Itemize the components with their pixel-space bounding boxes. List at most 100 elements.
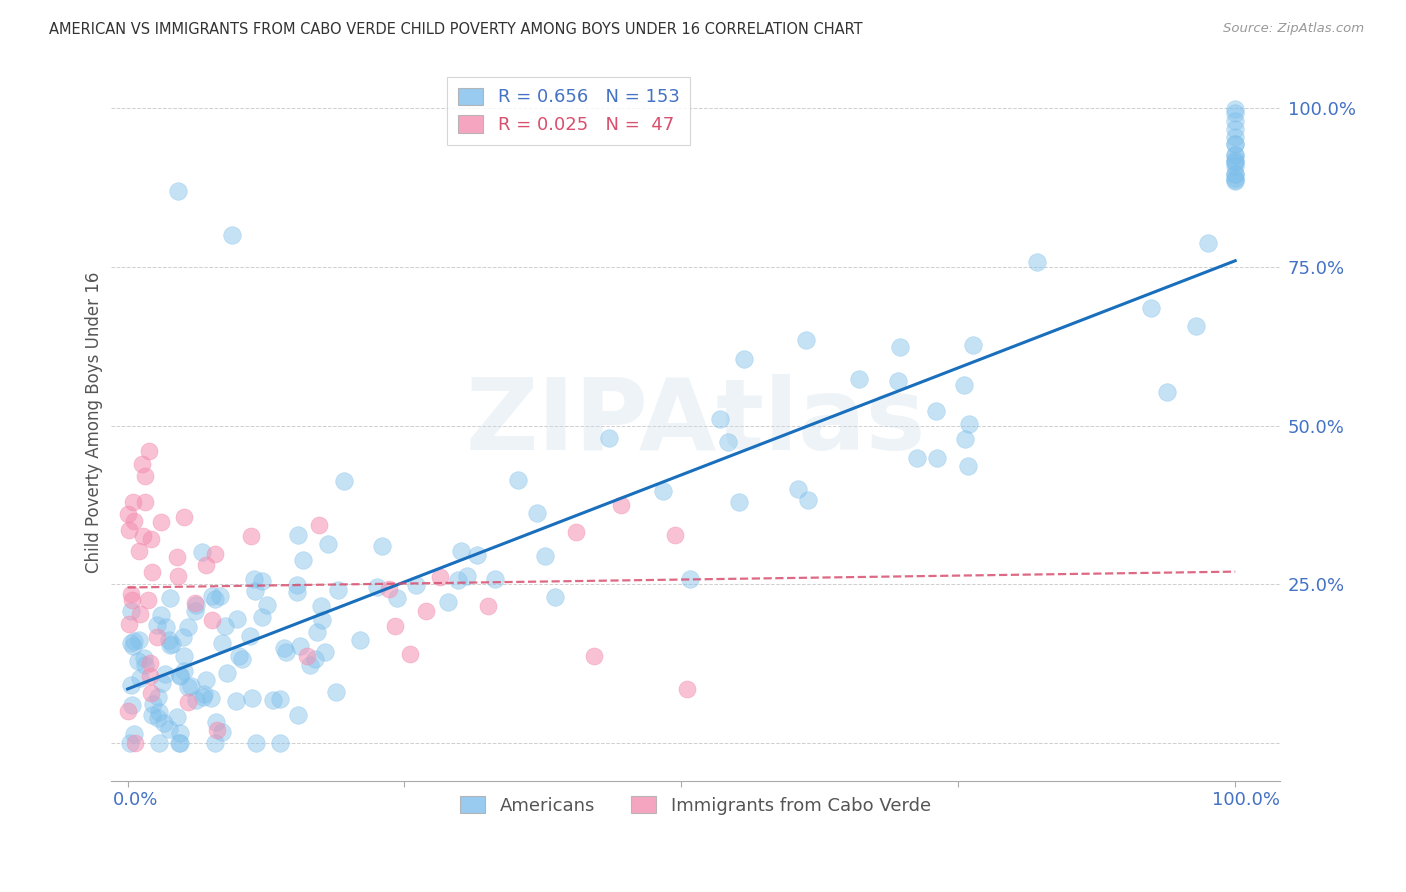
Point [243,584,266,599]
Point [121,639,143,653]
Point [366,580,388,594]
Point [128,632,150,647]
Point [794,333,817,347]
Point [477,599,499,613]
Point [184,596,207,610]
Point [287,528,309,542]
Point [169,736,191,750]
Point [1225,173,1247,187]
Point [384,619,406,633]
Point [1225,159,1247,173]
Point [128,607,150,622]
Point [159,638,181,652]
Point [333,474,356,488]
Point [405,578,427,592]
Point [157,723,180,737]
Point [122,495,145,509]
Text: 0.0%: 0.0% [112,790,159,808]
Point [124,634,146,648]
Point [1139,301,1161,315]
Point [1225,121,1247,136]
Y-axis label: Child Poverty Among Boys Under 16: Child Poverty Among Boys Under 16 [86,272,103,574]
Point [239,629,262,643]
Point [141,533,163,547]
Point [193,687,215,701]
Point [122,514,145,528]
Point [195,558,218,572]
Point [349,633,371,648]
Point [534,549,557,563]
Point [205,723,228,738]
Point [1225,167,1247,181]
Point [128,544,150,558]
Point [465,548,488,562]
Point [304,651,326,665]
Point [239,529,262,543]
Point [298,657,321,672]
Point [124,736,146,750]
Point [664,528,686,542]
Point [1185,318,1208,333]
Point [262,693,284,707]
Point [209,589,232,603]
Point [287,585,309,599]
Point [177,695,200,709]
Point [484,572,506,586]
Point [173,649,195,664]
Point [120,678,142,692]
Point [1225,148,1247,162]
Point [314,645,336,659]
Point [962,338,984,352]
Point [149,515,172,529]
Point [250,610,273,624]
Point [676,681,699,696]
Point [121,587,143,601]
Point [211,724,233,739]
Point [925,450,948,465]
Point [191,690,214,704]
Point [134,658,156,673]
Point [1225,114,1247,128]
Point [138,656,160,670]
Point [447,573,470,587]
Point [214,619,236,633]
Point [157,633,180,648]
Point [204,547,226,561]
Point [217,666,239,681]
Point [225,694,247,708]
Point [169,725,191,739]
Point [201,589,224,603]
Point [371,539,394,553]
Point [797,493,820,508]
Point [160,637,183,651]
Point [295,648,318,663]
Legend: Americans, Immigrants from Cabo Verde: Americans, Immigrants from Cabo Verde [449,785,942,826]
Point [598,431,620,445]
Point [399,647,422,661]
Point [201,613,224,627]
Point [138,444,160,458]
Point [141,565,163,579]
Point [243,572,266,586]
Point [134,494,156,508]
Point [727,494,749,508]
Point [1225,167,1247,181]
Point [221,228,243,243]
Point [150,607,173,622]
Point [848,372,870,386]
Point [1156,385,1178,400]
Point [148,705,170,719]
Point [121,593,143,607]
Point [925,404,948,418]
Point [952,377,974,392]
Point [128,671,150,685]
Point [256,599,278,613]
Point [415,605,437,619]
Point [148,736,170,750]
Point [166,710,188,724]
Point [134,469,156,483]
Point [456,568,478,582]
Point [173,664,195,678]
Point [610,498,633,512]
Point [136,593,159,607]
